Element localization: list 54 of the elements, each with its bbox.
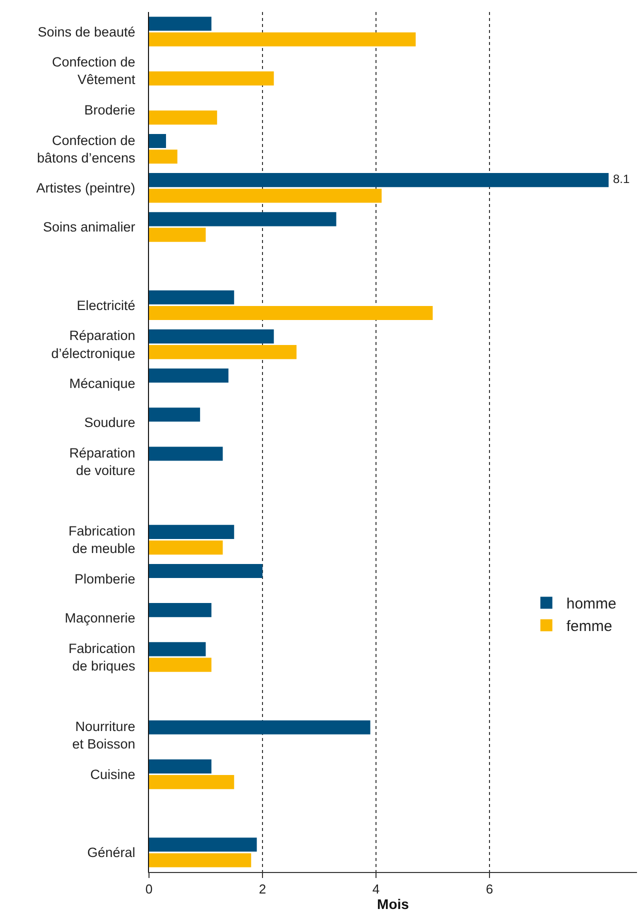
y-tick-label: Réparation de voiture [69,446,136,478]
y-tick-label: Mécanique [69,376,136,392]
y-tick-label: Soudure [84,415,136,430]
bar [149,368,228,383]
bar [149,838,257,852]
y-tick-label: Confection de bâtons d’encens [36,132,136,166]
bar [149,658,212,672]
bar [149,228,206,242]
bar [149,642,206,656]
bar [149,16,212,31]
y-tick-label: Fabrication de briques [68,640,136,674]
bar [149,188,382,203]
bar [149,110,218,125]
bar [149,720,370,734]
x-tick-label: 0 [145,882,153,897]
x-tick-label: 2 [258,882,266,897]
bar [149,345,297,360]
y-tick-label: Plomberie [74,572,136,587]
x-tick-label: 4 [372,882,380,897]
bar [149,150,178,164]
bar [149,134,166,148]
bar [149,173,609,188]
bar [149,524,234,539]
legend-label: homme [566,596,616,613]
bar [149,212,336,226]
y-tick-label: Soins de beauté [38,24,136,40]
bar [149,290,234,304]
x-tick-label: 6 [486,882,494,897]
bar [149,329,274,344]
y-tick-label: Soins animalier [43,220,136,235]
y-tick-label: Confection de Vêtement [52,54,136,88]
bar [149,853,252,868]
y-tick-label: Cuisine [90,766,136,782]
y-tick-label: Maçonnerie [64,610,136,626]
y-tick-label: Artistes (peintre) [36,180,136,196]
bar [149,759,212,774]
y-tick-label: Général [87,845,136,860]
bar [149,540,223,555]
bar [149,603,212,618]
y-tick-label: Broderie [84,102,136,118]
legend-label: femme [566,618,612,636]
bar [149,564,262,578]
bar [149,71,274,86]
bar [149,446,223,461]
bar [149,408,200,422]
y-tick-label: Electricité [76,298,136,313]
y-tick-label: Nourriture et Boisson [72,719,136,752]
y-tick-label: Réparation d’électronique [51,328,136,361]
bar [149,32,416,46]
x-axis-title: Mois [377,896,410,912]
y-tick-label: Fabrication de meuble [68,524,136,556]
bar [149,775,234,790]
data-label: 8.1 [613,172,630,186]
bar [149,306,433,320]
